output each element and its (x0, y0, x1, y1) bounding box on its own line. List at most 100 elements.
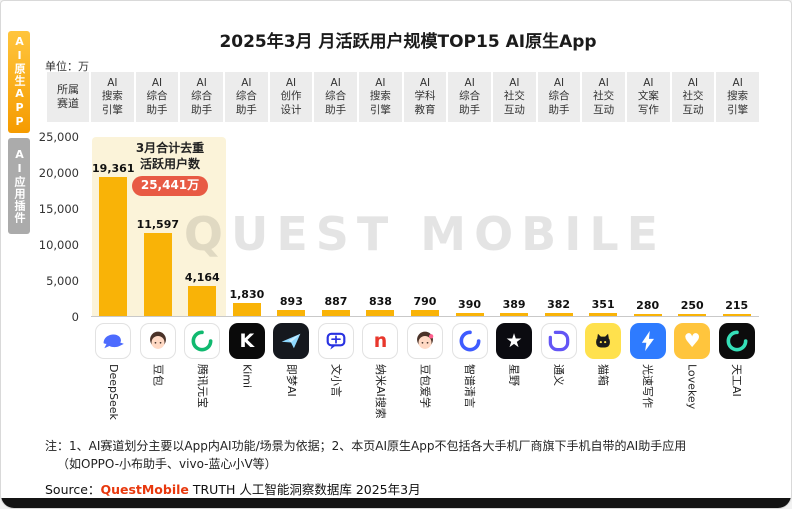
tab-ai-plugin[interactable]: AI应用插件 (8, 138, 30, 234)
y-tick-label: 5,000 (46, 274, 79, 288)
dedup-annotation: 3月合计去重 活跃用户数 25,441万 (117, 141, 223, 196)
y-tick-label: 10,000 (38, 238, 79, 252)
app-name-label: Lovekey (685, 364, 699, 410)
app-name-label: 星野 (507, 364, 521, 386)
bar-value-label: 390 (458, 298, 482, 311)
app-name-label: 智谱清言 (463, 364, 477, 408)
deepseek-app-icon (95, 323, 132, 359)
y-axis: 0 5,000 10,000 15,000 20,000 25,000 (38, 130, 85, 324)
bar (678, 314, 707, 316)
bar (544, 313, 573, 316)
bar-column: 382 (536, 137, 581, 316)
app-name-label: 即梦AI (284, 364, 298, 397)
bar-column: 11,597 (136, 137, 181, 316)
y-tick-label: 25,000 (38, 130, 79, 144)
annotation-line1: 3月合计去重 (135, 141, 205, 155)
app-name-label: 文小言 (329, 364, 343, 397)
bar-value-label: 4,164 (184, 271, 220, 284)
lovekey-app-icon: ♥ (674, 323, 711, 359)
track-cell: AI 综合 助手 (314, 72, 357, 122)
app-name-label: 天工AI (730, 364, 744, 397)
bar-column: 19,361 (91, 137, 136, 316)
source-prefix: Source： (45, 482, 101, 497)
bar-value-label: 280 (636, 299, 660, 312)
bar-column: 215 (714, 137, 759, 316)
bar-column: 838 (358, 137, 403, 316)
footnote-line2: （如OPPO-小布助手、vivo-蓝心小V等） (57, 457, 277, 471)
bar-value-label: 389 (502, 298, 526, 311)
doubao-app-icon (139, 323, 176, 359)
bar (633, 314, 662, 316)
y-tick-label: 0 (71, 310, 79, 324)
bar (321, 310, 350, 316)
bar (143, 233, 172, 316)
source-suffix: TRUTH 人工智能洞察数据库 2025年3月 (188, 482, 421, 497)
tencent-yuanbao-app-icon (184, 323, 221, 359)
bars: 19,361 11,597 4,164 1,830 893 887 838 790 390 389… (91, 137, 759, 316)
bar (366, 310, 395, 316)
app-name-label: Kimi (240, 364, 254, 389)
app-name-label: 腾讯元宝 (195, 364, 209, 408)
app-name-label: 通义 (552, 364, 566, 386)
app-name-label: 豆包爱学 (418, 364, 432, 408)
bar-value-label: 250 (680, 299, 704, 312)
bar (99, 177, 128, 316)
app-name-label: DeepSeek (106, 364, 120, 420)
guangsu-xiezuo-app-icon (629, 323, 666, 359)
bar-value-label: 19,361 (92, 162, 135, 175)
unit-label: 单位：万 (45, 60, 89, 73)
doubao-aixue-app-icon (406, 323, 443, 359)
bar-column: 790 (403, 137, 448, 316)
jimeng-ai-app-icon (273, 323, 310, 359)
y-tick-label: 20,000 (38, 166, 79, 180)
bar-column: 280 (625, 137, 670, 316)
track-cell: AI 社交 互动 (582, 72, 625, 122)
bar (188, 286, 217, 316)
bar-column: 893 (269, 137, 314, 316)
app-name-label: 豆包 (151, 364, 165, 386)
track-cell: AI 创作 设计 (269, 72, 313, 122)
bar-value-label: 1,830 (229, 288, 265, 301)
bar-value-label: 893 (279, 295, 303, 308)
tongyi-app-icon (540, 323, 577, 359)
bar-column: 887 (314, 137, 359, 316)
bar-value-label: 351 (591, 298, 615, 311)
app-name-label: 纳米AI搜索 (373, 364, 387, 419)
track-cell: AI 社交 互动 (671, 72, 715, 122)
bar-value-label: 887 (324, 295, 348, 308)
annotation-line2: 活跃用户数 (139, 156, 200, 171)
tiangong-ai-app-icon (718, 323, 755, 359)
track-cell: AI 综合 助手 (180, 72, 223, 122)
bar-column: 1,830 (225, 137, 270, 316)
bar (589, 313, 618, 316)
page-title: 2025年3月 月活跃用户规模TOP15 AI原生App (219, 32, 597, 52)
track-cell: AI 文案 写作 (627, 72, 670, 122)
app-name-label: 光速写作 (641, 364, 655, 408)
bar (722, 314, 751, 316)
track-cell: AI 学科 教育 (403, 72, 447, 122)
track-cell: AI 综合 助手 (135, 72, 179, 122)
maoxiang-app-icon (585, 323, 622, 359)
wenxiaoyan-app-icon (317, 323, 354, 359)
bar-column: 389 (492, 137, 537, 316)
track-cells: AI 搜索 引擎 AI 综合 助手 AI 综合 助手 AI 综合 助手 AI 创作 设计… (91, 72, 759, 122)
track-header-row: 所属 赛道 AI 搜索 引擎 AI 综合 助手 AI 综合 助手 AI 综合 助手 AI… (47, 72, 759, 122)
bar-value-label: 790 (413, 295, 437, 308)
bar (232, 303, 261, 316)
track-cell: AI 综合 助手 (225, 72, 268, 122)
side-tab-group: AI原生APP AI应用插件 (8, 31, 30, 234)
bar (410, 310, 439, 316)
bar (500, 313, 529, 316)
bar-value-label: 11,597 (136, 218, 180, 231)
source-line: Source：QuestMobile TRUTH 人工智能洞察数据库 2025年… (45, 479, 421, 498)
track-cell: AI 社交 互动 (493, 72, 536, 122)
bar (455, 313, 484, 316)
nami-ai-search-app-icon: n (362, 323, 399, 359)
tab-ai-native-app[interactable]: AI原生APP (8, 31, 30, 133)
track-cell: AI 搜索 引擎 (716, 72, 759, 122)
bar-value-label: 838 (368, 295, 392, 308)
bar-value-label: 215 (725, 299, 749, 312)
bar-column: 390 (447, 137, 492, 316)
